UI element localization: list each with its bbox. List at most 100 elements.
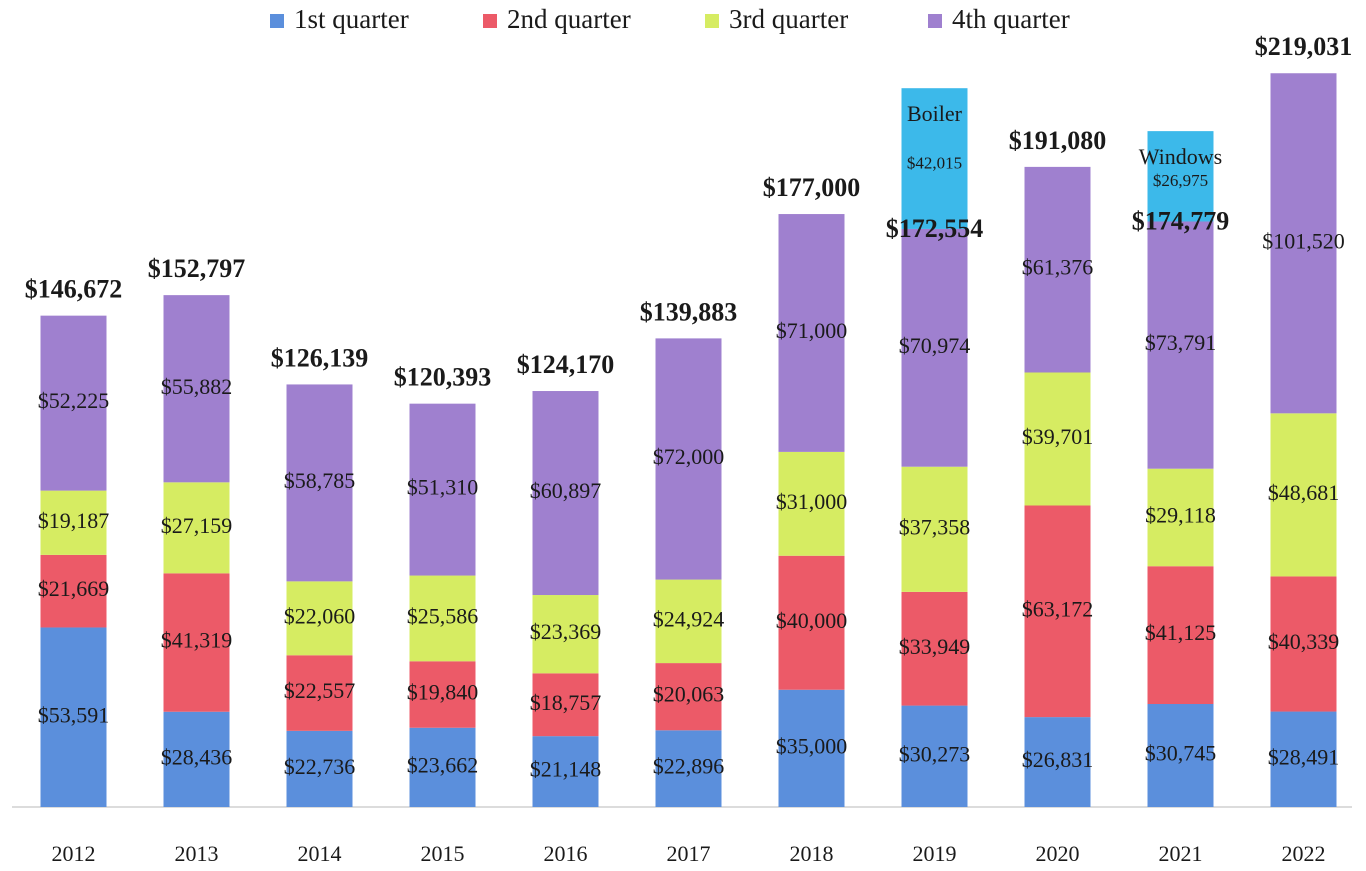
bar-segment: [1024, 505, 1091, 718]
bar-segment: [40, 315, 107, 491]
total-label: $219,031: [1255, 32, 1353, 61]
value-label: $22,896: [653, 754, 725, 779]
bar-segment: [163, 573, 230, 712]
value-label: $63,172: [1022, 596, 1094, 621]
bar-segment: [409, 661, 476, 728]
extra-value: $26,975: [1153, 171, 1208, 190]
bar-segment: [901, 228, 968, 467]
value-label: $40,000: [776, 608, 848, 633]
bar-segment: [286, 581, 353, 656]
bar-segment: [778, 555, 845, 690]
value-label: $22,736: [284, 754, 356, 779]
value-label: $19,187: [38, 508, 110, 533]
value-label: $18,757: [530, 690, 602, 715]
extra-name: Boiler: [907, 101, 963, 126]
value-label: $73,791: [1145, 330, 1217, 355]
legend-swatch: [270, 14, 284, 28]
value-label: $39,701: [1022, 424, 1094, 449]
value-label: $21,669: [38, 576, 110, 601]
value-label: $28,491: [1268, 744, 1340, 769]
value-label: $71,000: [776, 318, 848, 343]
bar-segment: [40, 554, 107, 628]
total-label: $126,139: [271, 343, 369, 372]
value-label: $61,376: [1022, 255, 1094, 280]
bar-segment: [1147, 468, 1214, 567]
x-tick-label: 2021: [1159, 841, 1203, 866]
extra-name: Windows: [1139, 144, 1222, 169]
x-tick-label: 2014: [298, 841, 342, 866]
bar-segment: [1024, 372, 1091, 506]
bar-segment: [778, 451, 845, 556]
bar-segment: [1147, 221, 1214, 469]
value-label: $26,831: [1022, 747, 1094, 772]
value-label: $51,310: [407, 475, 479, 500]
bar-segment: [40, 627, 107, 807]
x-tick-label: 2022: [1282, 841, 1326, 866]
x-tick-label: 2019: [913, 841, 957, 866]
bar-segment: [163, 711, 230, 807]
bar-segment: [532, 391, 599, 596]
value-label: $53,591: [38, 702, 110, 727]
total-label: $191,080: [1009, 126, 1107, 155]
bar-segment: [1024, 166, 1091, 373]
legend-label: 3rd quarter: [729, 4, 848, 34]
x-tick-label: 2012: [52, 841, 96, 866]
value-label: $27,159: [161, 513, 233, 538]
bar-segment: [409, 727, 476, 807]
bar-segment: [532, 673, 599, 737]
bar-segment: [1147, 566, 1214, 705]
value-label: $41,125: [1145, 620, 1217, 645]
bar-segment: [40, 490, 107, 555]
bar-segment: [532, 595, 599, 674]
value-label: $20,063: [653, 682, 725, 707]
bar-segment: [655, 338, 722, 580]
value-label: $41,319: [161, 628, 233, 653]
total-label: $146,672: [25, 275, 123, 304]
value-label: $35,000: [776, 733, 848, 758]
value-label: $29,118: [1145, 503, 1216, 528]
total-label: $152,797: [148, 254, 246, 283]
bar-segment: [1270, 711, 1337, 807]
legend-swatch: [705, 14, 719, 28]
extra-segment: [1147, 131, 1214, 222]
value-label: $25,586: [407, 603, 479, 628]
legend-label: 2nd quarter: [507, 4, 631, 34]
value-label: $22,060: [284, 603, 356, 628]
value-label: $40,339: [1268, 629, 1340, 654]
bar-segment: [1270, 73, 1337, 414]
bar-segment: [409, 575, 476, 662]
total-label: $174,779: [1132, 206, 1230, 235]
bar-segment: [655, 663, 722, 731]
bar-segment: [778, 689, 845, 807]
x-tick-label: 2020: [1036, 841, 1080, 866]
value-label: $28,436: [161, 744, 233, 769]
value-label: $21,148: [530, 757, 602, 782]
bar-segment: [778, 214, 845, 452]
extra-segment: [901, 88, 968, 229]
legend-swatch: [928, 14, 942, 28]
total-label: $139,883: [640, 297, 738, 326]
bar-segment: [163, 295, 230, 483]
bar-segment: [409, 403, 476, 576]
value-label: $19,840: [407, 680, 479, 705]
bar-segment: [901, 591, 968, 706]
total-label: $124,170: [517, 350, 615, 379]
bar-segment: [1270, 413, 1337, 577]
total-label: $177,000: [763, 173, 861, 202]
value-label: $30,273: [899, 741, 971, 766]
total-label: $172,554: [886, 214, 984, 243]
bar-segment: [286, 730, 353, 807]
value-label: $52,225: [38, 388, 110, 413]
value-label: $70,974: [899, 333, 971, 358]
value-label: $31,000: [776, 489, 848, 514]
value-label: $72,000: [653, 444, 725, 469]
bar-segment: [901, 466, 968, 592]
value-label: $23,662: [407, 752, 479, 777]
value-label: $24,924: [653, 606, 725, 631]
x-tick-label: 2016: [544, 841, 588, 866]
value-label: $60,897: [530, 478, 602, 503]
bar-segment: [163, 482, 230, 574]
value-label: $30,745: [1145, 741, 1217, 766]
bar-segment: [655, 730, 722, 807]
x-tick-label: 2018: [790, 841, 834, 866]
